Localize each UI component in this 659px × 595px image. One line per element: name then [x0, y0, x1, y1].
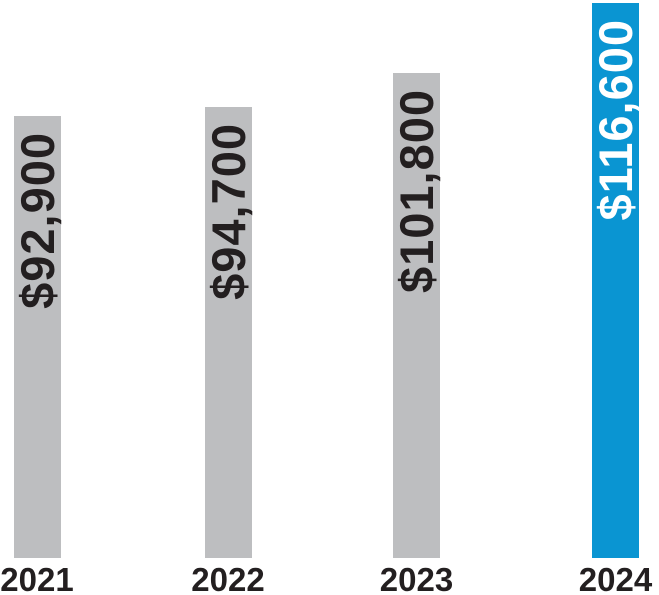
x-axis-label-2022: 2022: [191, 561, 265, 595]
x-axis-label-2024: 2024: [578, 561, 653, 595]
bar-2023: $101,800: [390, 73, 443, 558]
bar-value-label: $116,600: [589, 19, 642, 221]
bar-2024: $116,600: [589, 3, 642, 558]
bar-value-label: $94,700: [201, 123, 255, 300]
bar-2022: $94,700: [201, 107, 255, 558]
bar-2021: $92,900: [10, 116, 64, 558]
bar-value-label: $92,900: [10, 132, 64, 309]
bar-value-label: $101,800: [390, 89, 443, 294]
x-axis-label-2023: 2023: [379, 561, 454, 595]
x-axis-label-2021: 2021: [0, 561, 74, 595]
